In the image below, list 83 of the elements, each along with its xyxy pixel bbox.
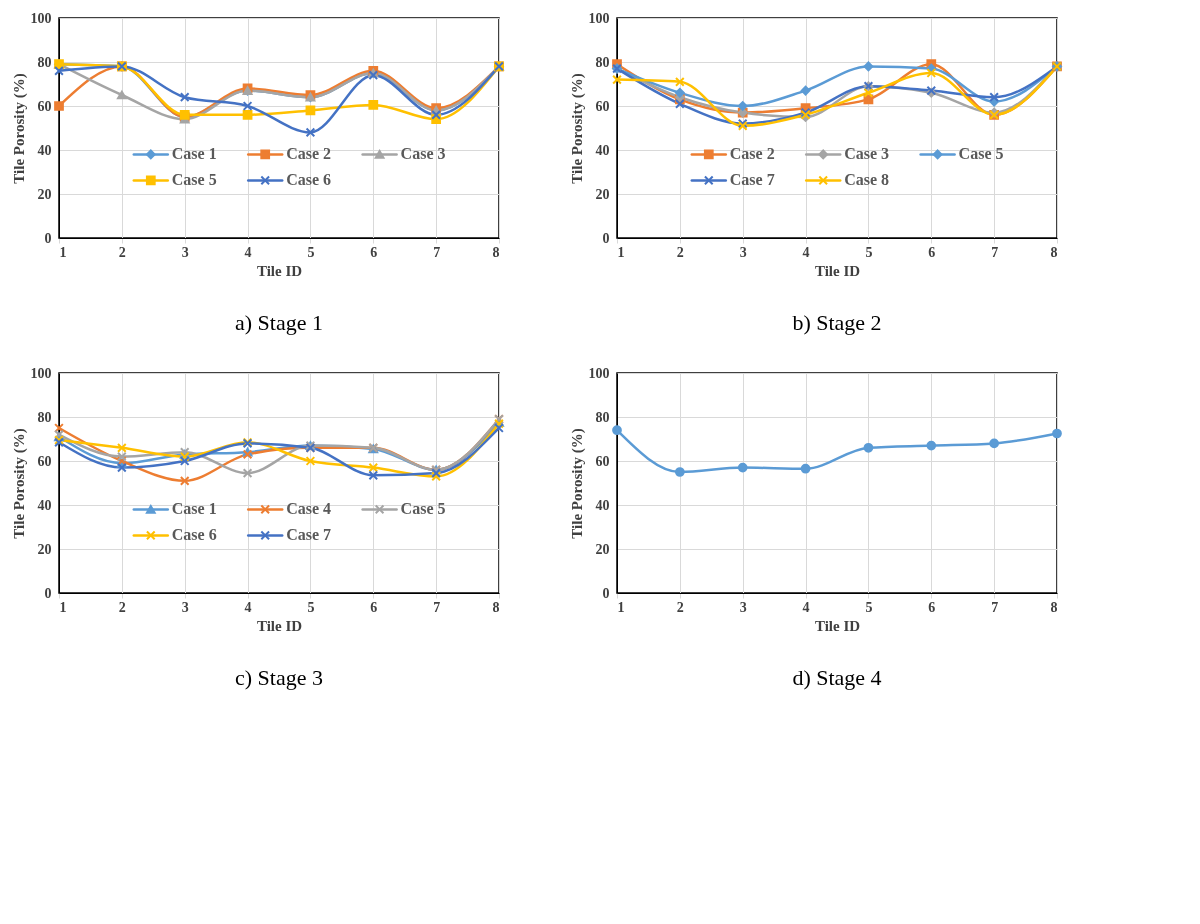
y-tick-label: 0 (44, 230, 52, 246)
legend-label: Case 6 (286, 171, 332, 189)
x-tick-label: 8 (492, 244, 500, 260)
x-tick-label: 3 (181, 599, 189, 615)
y-tick-label: 80 (37, 54, 52, 70)
x-axis-title: Tile ID (256, 617, 303, 634)
x-tick-label: 6 (370, 244, 378, 260)
y-tick-label: 40 (37, 142, 52, 158)
y-tick-label: 100 (30, 365, 52, 381)
x-tick-label: 7 (991, 244, 999, 260)
y-tick-label: 0 (44, 585, 52, 601)
y-tick-label: 60 (595, 98, 610, 114)
x-tick-label: 5 (865, 599, 873, 615)
y-tick-label: 40 (595, 497, 610, 513)
legend-label: Case 2 (729, 145, 775, 163)
x-tick-label: 6 (370, 599, 378, 615)
x-tick-label: 5 (307, 244, 315, 260)
y-tick-label: 20 (37, 541, 52, 557)
legend-label: Case 5 (958, 145, 1004, 163)
x-tick-label: 6 (928, 599, 936, 615)
y-tick-label: 60 (37, 98, 52, 114)
y-axis-title: Tile Porosity (%) (10, 428, 28, 539)
y-tick-label: 0 (602, 585, 610, 601)
x-axis-title: Tile ID (814, 617, 861, 634)
x-tick-label: 3 (181, 244, 189, 260)
x-tick-label: 4 (244, 599, 252, 615)
y-tick-label: 80 (595, 409, 610, 425)
text: c) Stage 3 (235, 665, 323, 690)
y-tick-label: 80 (595, 54, 610, 70)
y-tick-label: 60 (37, 453, 52, 469)
x-tick-label: 2 (118, 244, 126, 260)
y-tick-label: 40 (37, 497, 52, 513)
x-tick-label: 8 (1050, 599, 1058, 615)
legend-label: Case 4 (286, 500, 332, 518)
y-tick-label: 20 (595, 186, 610, 202)
x-tick-label: 4 (244, 244, 252, 260)
legend-label: Case 2 (286, 145, 332, 163)
x-tick-label: 2 (676, 599, 684, 615)
y-tick-label: 80 (37, 409, 52, 425)
x-axis-title: Tile ID (814, 262, 861, 279)
y-tick-label: 60 (595, 453, 610, 469)
x-tick-label: 7 (433, 244, 441, 260)
legend-label: Case 7 (729, 171, 775, 189)
x-tick-label: 1 (617, 244, 625, 260)
x-tick-label: 4 (802, 599, 810, 615)
legend-label: Case 7 (286, 526, 332, 544)
x-tick-label: 3 (739, 599, 747, 615)
x-axis-title: Tile ID (256, 262, 303, 279)
legend-label: Case 1 (171, 145, 217, 163)
x-tick-label: 2 (676, 244, 684, 260)
x-tick-label: 5 (865, 244, 873, 260)
y-tick-label: 100 (30, 10, 52, 26)
text: d) Stage 4 (792, 665, 882, 690)
y-axis-title: Tile Porosity (%) (10, 73, 28, 184)
x-tick-label: 8 (1050, 244, 1058, 260)
x-tick-label: 7 (991, 599, 999, 615)
x-tick-label: 1 (59, 599, 67, 615)
y-tick-label: 40 (595, 142, 610, 158)
x-tick-label: 1 (59, 244, 67, 260)
legend-label: Case 8 (844, 171, 890, 189)
legend-label: Case 3 (844, 145, 890, 163)
y-tick-label: 0 (602, 230, 610, 246)
x-tick-label: 5 (307, 599, 315, 615)
y-tick-label: 100 (588, 10, 610, 26)
legend-label: Case 3 (400, 145, 446, 163)
y-tick-label: 100 (588, 365, 610, 381)
legend-label: Case 1 (171, 500, 217, 518)
legend-label: Case 5 (171, 171, 217, 189)
x-tick-label: 8 (492, 599, 500, 615)
x-tick-label: 4 (802, 244, 810, 260)
y-tick-label: 20 (595, 541, 610, 557)
y-tick-label: 20 (37, 186, 52, 202)
text: b) Stage 2 (792, 310, 882, 335)
x-tick-label: 6 (928, 244, 936, 260)
y-axis-title: Tile Porosity (%) (568, 73, 586, 184)
y-axis-title: Tile Porosity (%) (568, 428, 586, 539)
legend-label: Case 6 (171, 526, 217, 544)
x-tick-label: 1 (617, 599, 625, 615)
legend-label: Case 5 (400, 500, 446, 518)
text: a) Stage 1 (235, 310, 323, 335)
x-tick-label: 7 (433, 599, 441, 615)
x-tick-label: 2 (118, 599, 126, 615)
x-tick-label: 3 (739, 244, 747, 260)
